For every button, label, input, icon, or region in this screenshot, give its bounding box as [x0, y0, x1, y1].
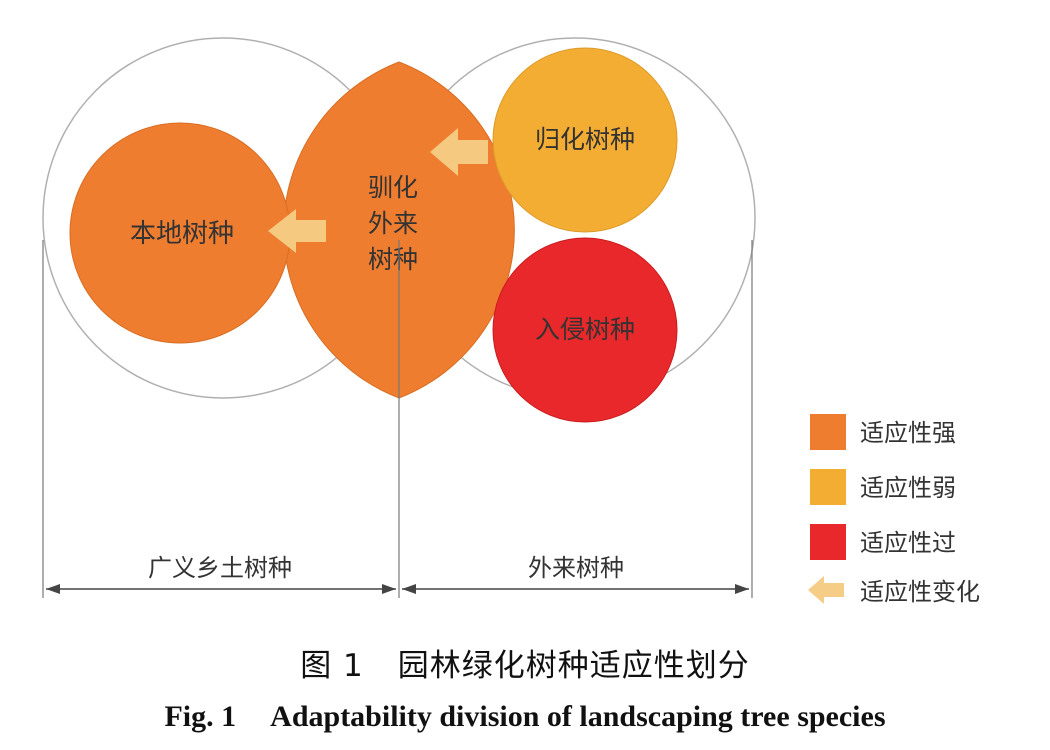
- exotic-species-span-label: 外来树种: [528, 554, 624, 582]
- figure-title-en: Adaptability division of landscaping tre…: [270, 700, 886, 733]
- figure-caption-zh: 图 1 园林绿化树种适应性划分: [0, 640, 1050, 685]
- invasive-species-label: 入侵树种: [535, 315, 635, 344]
- domesticated-label-line1: 驯化: [368, 173, 418, 202]
- domesticated-label-line3: 树种: [368, 245, 418, 274]
- figure-number-en: Fig. 1: [164, 700, 237, 733]
- left-span-dimension: [46, 584, 396, 594]
- figure-title-zh: 园林绿化树种适应性划分: [397, 648, 750, 684]
- figure-number-zh: 图 1: [300, 648, 364, 684]
- arrow-left-icon: [808, 576, 844, 604]
- right-span-dimension: [402, 584, 749, 594]
- domesticated-label-line2: 外来: [368, 209, 418, 238]
- arrow-left-icon: [268, 209, 326, 253]
- legend-swatch-weak: [810, 469, 846, 505]
- broad-native-species-span-label: 广义乡土树种: [148, 554, 292, 582]
- arrow-left-icon: [430, 128, 488, 176]
- legend-label-excessive: 适应性过: [860, 529, 956, 557]
- adaptability-diagram: 本地树种 驯化 外来 树种 归化树种 入侵树种 广义乡土树种 外来树种 适应性强…: [42, 37, 980, 606]
- legend-label-strong: 适应性强: [860, 419, 956, 447]
- naturalized-species-circle: [492, 47, 678, 233]
- legend-label-weak: 适应性弱: [860, 474, 956, 502]
- legend-swatch-excessive: [810, 524, 846, 560]
- invasive-species-circle: [492, 237, 678, 423]
- native-species-label: 本地树种: [130, 219, 234, 249]
- figure-caption-en: Fig. 1 Adaptability division of landscapi…: [0, 700, 1050, 734]
- legend-swatch-strong: [810, 414, 846, 450]
- legend: 适应性强 适应性弱 适应性过 适应性变化: [808, 414, 980, 606]
- naturalized-species-label: 归化树种: [535, 125, 635, 154]
- legend-label-change: 适应性变化: [860, 578, 980, 606]
